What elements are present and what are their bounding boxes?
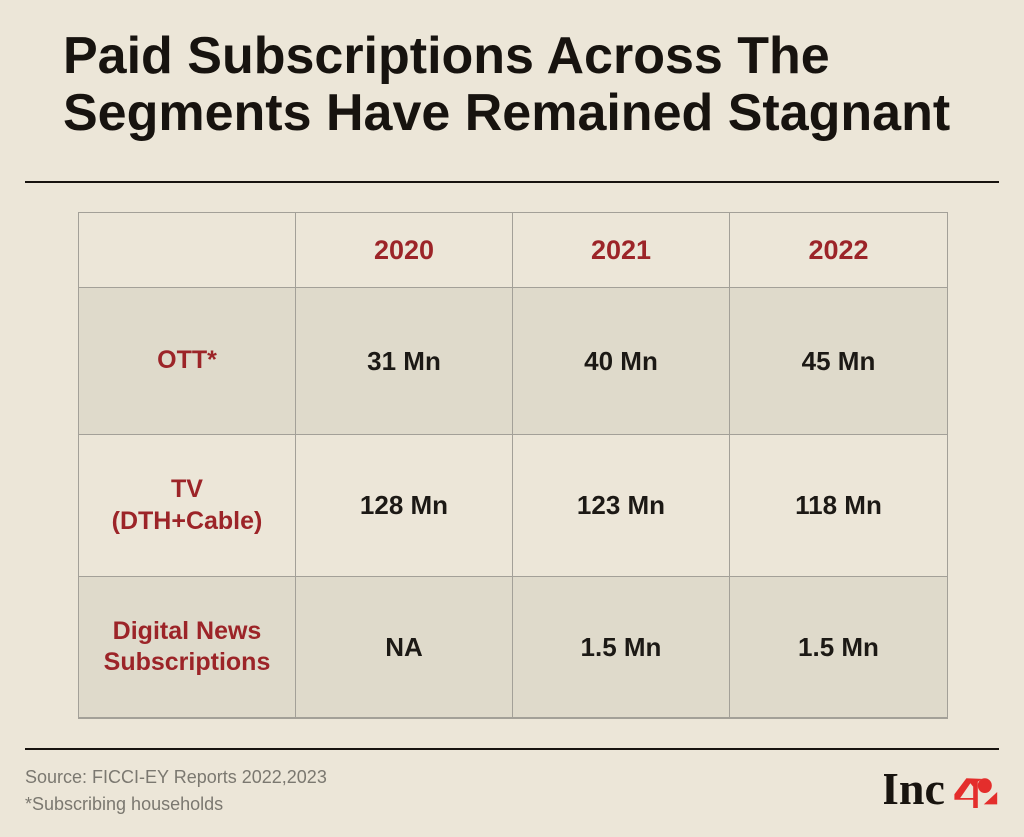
svg-text:Inc: Inc: [884, 774, 945, 808]
